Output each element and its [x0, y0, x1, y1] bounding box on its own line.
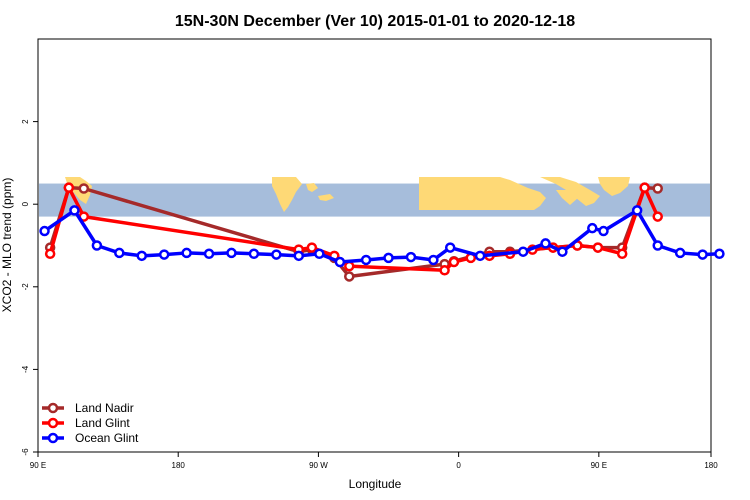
- data-point: [226, 247, 237, 259]
- map-ocean: [39, 183, 710, 217]
- data-point: [405, 251, 417, 263]
- data-point: [344, 260, 355, 272]
- data-point: [616, 248, 628, 260]
- legend-label: Land Glint: [75, 416, 130, 430]
- data-point: [39, 225, 50, 237]
- data-point: [540, 238, 551, 249]
- y-tick-label: -6: [21, 448, 30, 456]
- x-tick-label: 180: [172, 461, 186, 470]
- series-layer: [39, 182, 725, 282]
- data-point: [44, 248, 56, 260]
- x-tick-label: 90 E: [30, 461, 46, 470]
- legend-marker: [47, 432, 59, 444]
- data-point: [314, 248, 325, 260]
- data-point: [652, 240, 663, 251]
- data-point: [383, 252, 394, 264]
- legend-label: Land Nadir: [75, 401, 134, 415]
- data-point: [444, 242, 456, 253]
- data-point: [158, 249, 170, 260]
- data-point: [652, 183, 663, 194]
- data-point: [136, 250, 148, 262]
- chart-title: 15N-30N December (Ver 10) 2015-01-01 to …: [175, 13, 575, 30]
- series-ocean-glint: [39, 205, 725, 268]
- y-axis-label: XCO2 - MLO trend (ppm): [0, 178, 14, 313]
- data-point: [63, 182, 75, 193]
- data-point: [203, 248, 215, 260]
- y-tick-label: -4: [21, 365, 30, 373]
- data-point: [439, 265, 450, 276]
- legend-marker: [47, 417, 59, 429]
- x-axis-label: Longitude: [349, 477, 402, 491]
- x-tick-label: 180: [704, 461, 718, 470]
- x-tick-label: 90 W: [309, 461, 328, 470]
- data-point: [714, 248, 725, 260]
- data-point: [598, 225, 609, 237]
- data-point: [78, 183, 90, 194]
- y-tick-label: 0: [21, 201, 30, 206]
- data-point: [91, 240, 103, 251]
- data-point: [697, 249, 708, 260]
- x-tick-label: 90 E: [591, 461, 607, 470]
- data-point: [674, 247, 686, 259]
- data-point: [360, 254, 372, 266]
- data-point: [592, 242, 604, 253]
- data-point: [448, 256, 460, 268]
- world-map-band: [39, 177, 710, 217]
- data-point: [652, 211, 663, 222]
- data-point: [517, 246, 529, 257]
- data-point: [271, 249, 282, 260]
- data-point: [248, 248, 260, 260]
- data-point: [428, 254, 439, 266]
- y-tick-label: 2: [21, 119, 30, 124]
- data-point: [181, 247, 192, 259]
- data-point: [631, 205, 643, 216]
- legend-label: Ocean Glint: [75, 431, 139, 445]
- data-point: [69, 205, 80, 216]
- data-point: [639, 182, 650, 193]
- data-point: [293, 250, 305, 262]
- x-tick-label: 0: [456, 461, 461, 470]
- plot-frame: [37, 38, 712, 453]
- data-point: [557, 246, 568, 257]
- map-land: [65, 177, 630, 212]
- data-point: [587, 222, 598, 234]
- data-point: [474, 250, 486, 262]
- data-point: [344, 271, 355, 282]
- data-point: [306, 242, 318, 253]
- data-point: [334, 256, 346, 268]
- y-tick-label: -2: [21, 283, 30, 291]
- data-point: [114, 247, 125, 259]
- legend-marker: [47, 402, 59, 414]
- y-axis: 2 0 -2 -4 -6: [21, 119, 38, 456]
- x-axis: 90 E 180 90 W 0 90 E 180: [30, 452, 718, 470]
